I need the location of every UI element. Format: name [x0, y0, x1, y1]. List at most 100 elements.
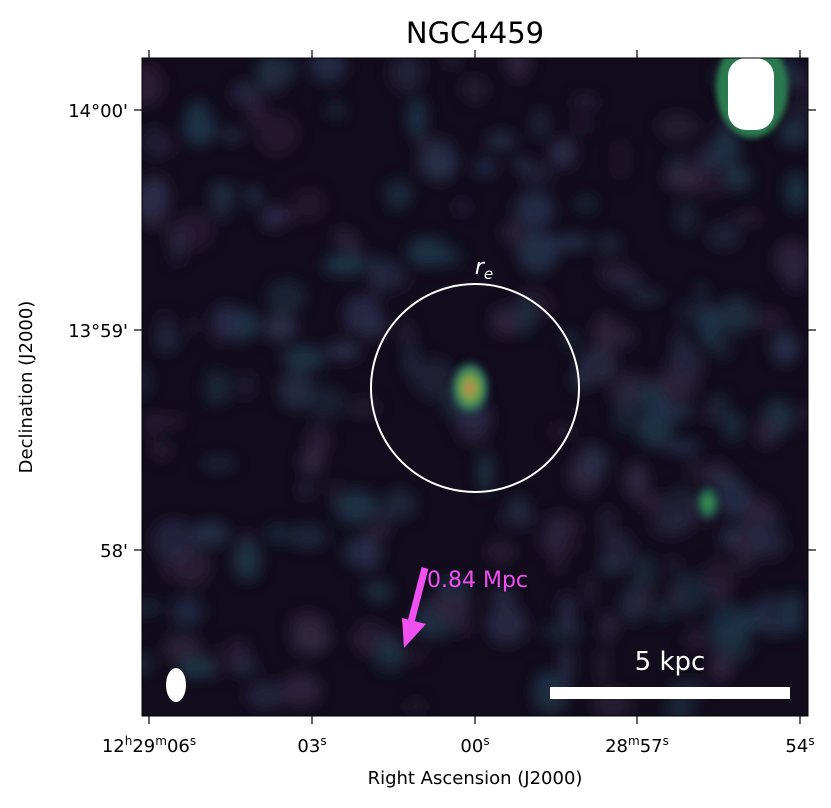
- noise-blob: [693, 281, 710, 300]
- noise-blob: [736, 533, 753, 574]
- noise-blob: [638, 494, 672, 512]
- noise-blob: [751, 594, 792, 636]
- scale-bar: [550, 687, 790, 699]
- noise-blob: [486, 603, 528, 645]
- noise-blob: [657, 112, 699, 141]
- noise-blob: [266, 279, 307, 314]
- tick-label-sup: m: [155, 734, 167, 748]
- y-tick-label: 13°59': [68, 321, 128, 342]
- noise-blob: [452, 617, 472, 635]
- noise-blob: [170, 227, 184, 266]
- noise-blob: [185, 318, 203, 333]
- noise-blob: [417, 142, 459, 181]
- noise-blob: [142, 601, 163, 615]
- noise-blob: [373, 637, 406, 673]
- noise-blob: [663, 164, 705, 192]
- noise-blob: [444, 58, 461, 67]
- circle-label-sub: e: [484, 265, 493, 283]
- noise-blob: [266, 523, 288, 544]
- noise-blob: [613, 138, 630, 181]
- noise-blob: [204, 369, 231, 406]
- circle-label: re: [475, 255, 493, 283]
- noise-blob: [399, 322, 414, 342]
- noise-blob: [796, 71, 808, 94]
- noise-blob: [709, 578, 728, 609]
- noise-blob: [278, 370, 315, 411]
- noise-blob: [624, 462, 649, 500]
- noise-blob: [628, 290, 665, 303]
- noise-blob: [786, 170, 807, 212]
- noise-blob: [306, 385, 346, 420]
- noise-blob: [638, 581, 653, 616]
- noise-blob: [191, 521, 230, 547]
- noise-blob: [517, 230, 559, 274]
- tick-label-part: 57: [640, 736, 663, 757]
- noise-blob: [178, 657, 215, 679]
- source: [694, 483, 722, 523]
- noise-blob: [724, 164, 752, 192]
- noise-blob: [162, 633, 202, 664]
- noise-blob: [706, 223, 741, 249]
- noise-blob: [592, 313, 620, 357]
- noise-blob: [516, 297, 535, 336]
- noise-blob: [755, 416, 778, 448]
- noise-blob: [653, 403, 695, 421]
- title: NGC4459: [406, 16, 544, 50]
- noise-blob: [355, 531, 383, 573]
- noise-blob: [533, 108, 547, 140]
- noise-blob: [673, 199, 698, 235]
- noise-blob: [407, 97, 428, 139]
- noise-blob: [151, 440, 172, 461]
- bright-source-core: [728, 58, 774, 130]
- noise-blob: [501, 221, 525, 246]
- noise-blob: [236, 370, 255, 400]
- noise-blob: [334, 489, 378, 525]
- y-tick-label: 58': [100, 541, 128, 562]
- noise-blob: [513, 191, 555, 230]
- tick-label-sup: s: [483, 734, 489, 748]
- noise-blob: [142, 364, 153, 399]
- noise-blob: [287, 524, 328, 550]
- noise-blob: [293, 188, 326, 221]
- noise-blob: [200, 456, 237, 472]
- noise-blob: [595, 233, 622, 256]
- noise-blob: [280, 672, 322, 708]
- noise-blob: [389, 58, 424, 93]
- sky-image: [142, 58, 808, 716]
- tick-label-sup: s: [663, 734, 669, 748]
- noise-blob: [606, 275, 646, 289]
- noise-blob: [383, 179, 414, 209]
- noise-blob: [486, 540, 515, 565]
- noise-blob: [784, 592, 803, 636]
- distance-label: 0.84 Mpc: [427, 568, 528, 593]
- noise-blob: [521, 161, 554, 187]
- noise-blob: [323, 253, 367, 276]
- noise-blob: [381, 488, 417, 521]
- noise-blob: [575, 195, 597, 212]
- x-tick-label: 03s: [297, 734, 326, 757]
- noise-blob: [573, 116, 591, 135]
- noise-blob: [151, 518, 196, 563]
- noise-blob: [674, 327, 687, 365]
- noise-blob: [433, 245, 462, 268]
- y-axis-label: Declination (J2000): [16, 301, 37, 474]
- noise-blob: [609, 375, 643, 411]
- noise-blob: [711, 391, 729, 423]
- noise-blob: [558, 592, 576, 636]
- noise-blob: [563, 330, 577, 349]
- noise-blob: [225, 639, 251, 671]
- noise-blob: [549, 137, 577, 169]
- direction-arrow: [407, 567, 429, 623]
- noise-blob: [219, 128, 245, 142]
- noise-blob: [787, 264, 805, 293]
- noise-blob: [245, 680, 287, 711]
- noise-blob: [232, 539, 262, 582]
- noise-blob: [578, 443, 604, 483]
- noise-blob: [559, 644, 573, 686]
- noise-blob: [142, 176, 170, 215]
- noise-blob: [583, 572, 596, 609]
- scale-bar-label: 5 kpc: [635, 647, 706, 677]
- noise-blob: [260, 204, 288, 231]
- tick-label-part: 28: [605, 736, 628, 757]
